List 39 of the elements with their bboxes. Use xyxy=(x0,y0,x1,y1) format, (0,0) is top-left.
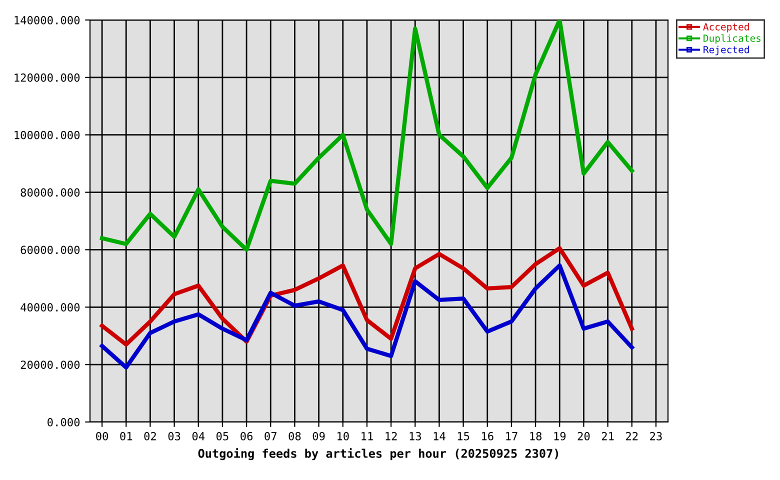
y-tick-label: 80000.000 xyxy=(20,188,80,197)
y-tick-label: 40000.000 xyxy=(20,303,80,312)
x-tick-label: 06 xyxy=(240,432,253,440)
legend-label: Rejected xyxy=(704,46,749,56)
y-tick-label: 20000.000 xyxy=(20,360,80,369)
y-tick-label: 60000.000 xyxy=(20,246,80,254)
x-tick-label: 23 xyxy=(650,432,662,440)
legend-label: Duplicates xyxy=(704,34,760,44)
y-tick-label: 0.000 xyxy=(48,418,80,426)
x-tick-label: 10 xyxy=(338,432,349,440)
x-tick-label: 13 xyxy=(410,432,421,440)
x-tick-label: 03 xyxy=(168,432,180,440)
x-tick-label: 20 xyxy=(578,432,590,440)
y-tick-label: 100000.000 xyxy=(14,130,80,140)
x-tick-label: 02 xyxy=(144,432,156,440)
line-series xyxy=(100,263,634,370)
x-tick-label: 04 xyxy=(192,432,205,440)
x-tick-label: 05 xyxy=(216,432,228,440)
x-tick-label: 09 xyxy=(312,432,325,440)
x-axis-title: Outgoing feeds by articles per hour (20250925 2307) xyxy=(198,448,558,460)
x-tick-label: 21 xyxy=(602,432,614,440)
x-tick-label: 00 xyxy=(96,432,108,440)
line-series xyxy=(100,20,634,252)
x-tick-label: 19 xyxy=(554,432,566,440)
x-tick-label: 01 xyxy=(120,432,132,440)
x-tick-label: 07 xyxy=(264,432,276,440)
legend-label: Accepted xyxy=(703,22,749,32)
x-tick-label: 22 xyxy=(626,432,638,440)
line-series xyxy=(100,246,634,347)
x-tick-label: 08 xyxy=(288,432,301,440)
x-tick-label: 11 xyxy=(362,432,373,440)
x-tick-label: 17 xyxy=(506,432,518,440)
x-tick-label: 18 xyxy=(530,432,542,440)
y-tick-label: 140000.000 xyxy=(14,16,80,24)
x-tick-label: 15 xyxy=(458,432,470,440)
x-tick-label: 16 xyxy=(482,432,494,440)
x-tick-label: 12 xyxy=(386,432,397,440)
x-tick-label: 14 xyxy=(434,432,446,440)
y-tick-label: 120000.000 xyxy=(14,73,80,82)
